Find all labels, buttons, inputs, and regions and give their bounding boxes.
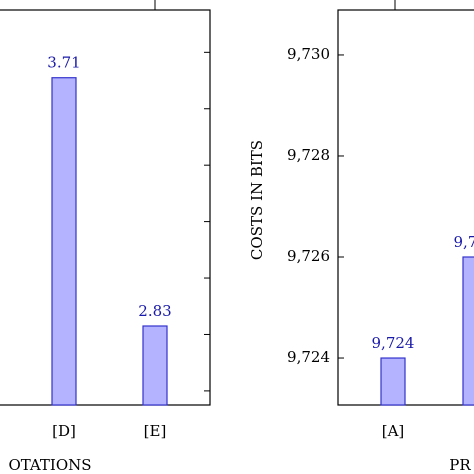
bar: [51, 77, 77, 406]
bar: [462, 256, 474, 406]
bar: [380, 357, 406, 406]
x-axis-label: PR: [449, 456, 471, 474]
x-tick-label: [D]: [52, 422, 76, 440]
x-axis-label: OTATIONS: [8, 456, 91, 474]
value-label: 9,726: [454, 233, 474, 251]
right-frame: [337, 9, 474, 406]
y-tick-label: 9,724: [287, 348, 330, 366]
value-label: 9,724: [372, 334, 415, 352]
y-tick-label: 9,730: [287, 45, 330, 63]
y-axis-label: COSTS IN BITS: [248, 140, 266, 260]
y-tick-label: 9,726: [287, 247, 330, 265]
bar: [142, 325, 168, 406]
x-tick-label: [A]: [382, 422, 405, 440]
x-tick-label: [E]: [144, 422, 167, 440]
value-label: 2.83: [138, 302, 171, 320]
value-label: 3.71: [47, 54, 80, 72]
y-tick-label: 9,728: [287, 146, 330, 164]
left-frame: [0, 9, 211, 406]
